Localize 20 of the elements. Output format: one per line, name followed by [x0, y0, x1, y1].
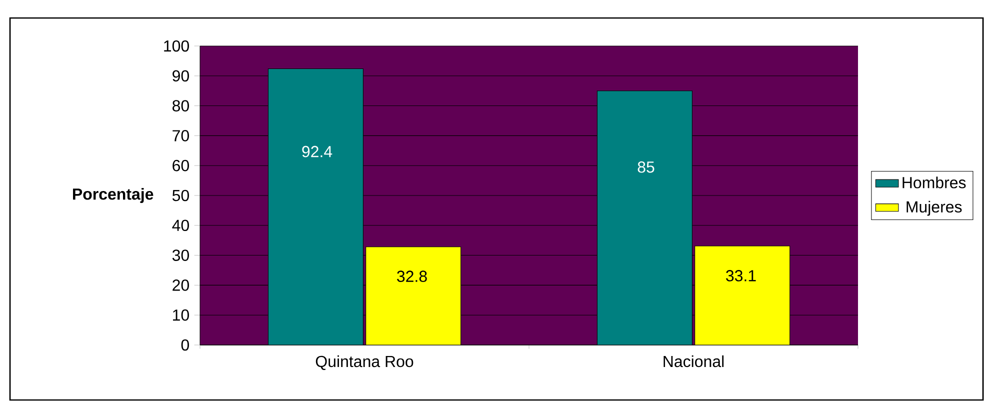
y-tick-label: 40	[172, 220, 189, 232]
data-label: 92.4	[302, 146, 332, 158]
data-label: 33.1	[726, 270, 756, 282]
y-tick-label: 0	[181, 339, 189, 351]
y-tick-label: 10	[173, 309, 189, 321]
x-tick-label: Nacional	[664, 355, 724, 368]
legend-label: Hombres	[902, 176, 966, 188]
x-tick-label: Quintana Roo	[316, 355, 414, 370]
legend-label: Mujeres	[906, 200, 962, 216]
data-label: 32.8	[397, 270, 427, 282]
y-tick-label: 50	[172, 190, 189, 202]
y-tick-label: 100	[164, 40, 189, 52]
y-tick-label: 90	[172, 70, 189, 82]
y-tick-label: 70	[172, 130, 189, 142]
y-tick-label: 20	[172, 280, 189, 291]
y-tick-label: 30	[172, 250, 189, 261]
y-axis-title: Porcentaje	[73, 188, 154, 203]
data-label: 85	[638, 161, 654, 173]
y-tick-label: 80	[172, 100, 189, 112]
y-tick-label: 60	[172, 160, 189, 172]
